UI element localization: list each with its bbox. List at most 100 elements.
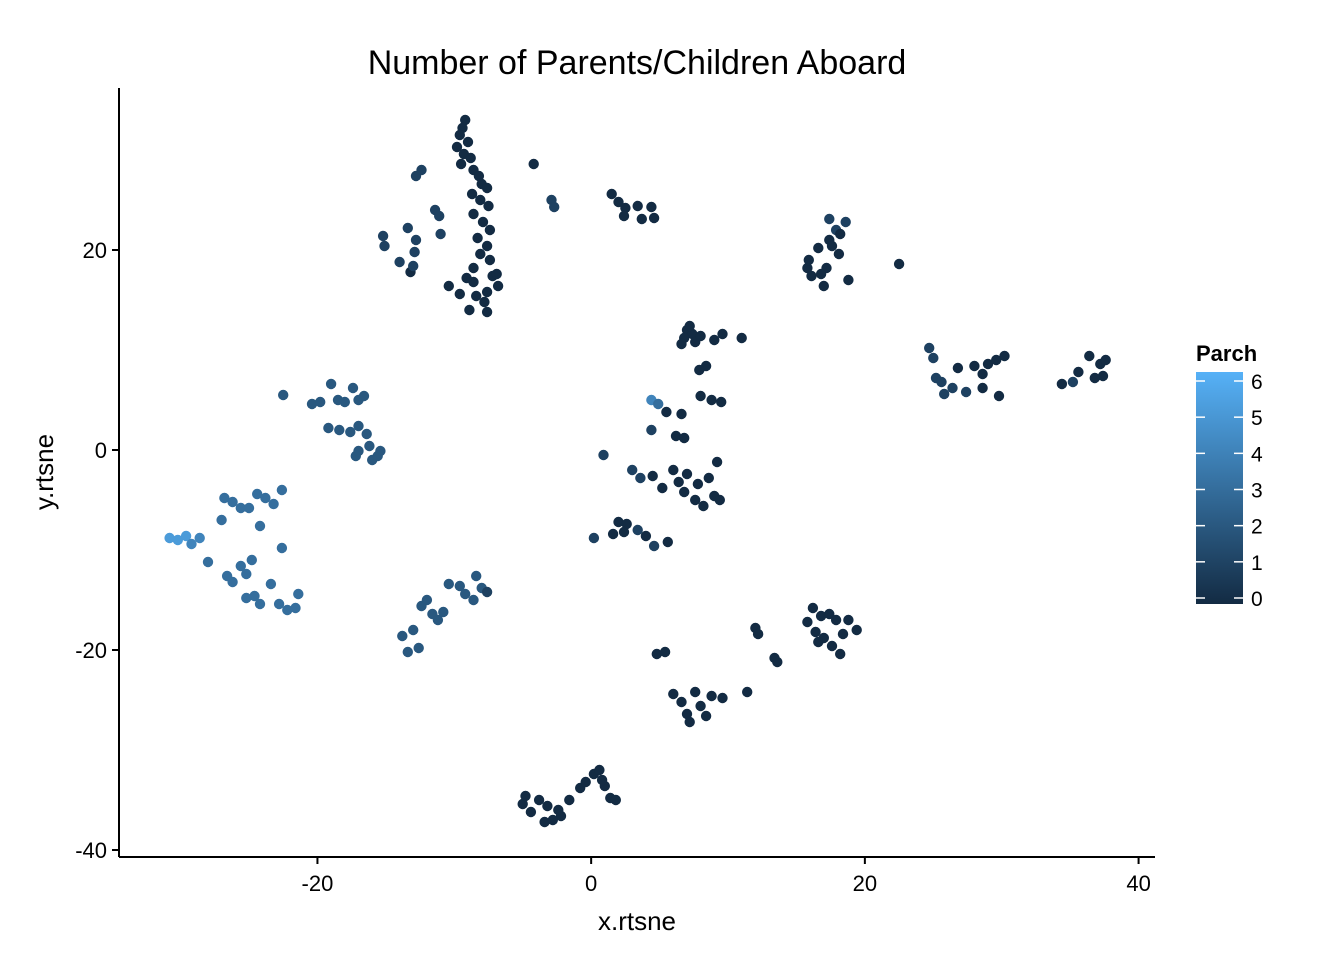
data-point [681,468,693,480]
data-point [635,472,646,484]
data-point [679,486,690,498]
data-point [703,472,714,484]
data-point [564,794,575,806]
data-point [278,389,289,401]
x-axis-title: x.rtsne [598,906,676,936]
data-point [802,262,813,274]
data-point [679,432,690,444]
data-point [243,502,255,514]
data-point [815,268,827,280]
data-point [460,114,471,126]
data-point [687,328,698,340]
x-tick-label: 40 [1126,871,1150,896]
data-point [235,560,246,572]
data-point [807,602,819,614]
data-point [676,408,687,420]
data-point [290,602,301,614]
data-point [824,608,835,620]
data-point [662,536,673,548]
data-point [706,394,717,406]
data-point [632,524,643,536]
legend-ticks: 0 1 2 3 4 5 6 [1196,371,1263,611]
data-point [361,428,372,440]
data-point [1084,350,1095,362]
data-point [803,254,814,266]
data-point [620,202,631,214]
data-point [315,396,326,408]
data-point [1067,376,1079,388]
data-point [484,254,496,266]
data-point [547,814,558,826]
data-point [695,700,706,712]
data-point [690,686,701,698]
data-point [410,234,422,246]
data-point [736,332,747,344]
data-point [681,708,693,720]
data-point [471,290,482,302]
data-point [517,798,528,810]
data-point [460,588,471,600]
data-point [334,424,345,436]
data-point [468,208,479,220]
data-point [684,320,695,332]
data-point [472,232,483,244]
x-tick-label: 20 [853,871,877,896]
data-point [353,445,364,457]
data-point [481,240,493,252]
data-point [525,806,537,818]
data-point [408,260,419,272]
data-point [252,488,263,500]
legend-tick-label: 2 [1251,516,1263,539]
data-point [462,136,474,148]
data-point [186,538,197,550]
data-point [647,470,658,482]
data-point [695,390,706,402]
data-point [325,378,337,390]
data-point [826,640,838,652]
data-point [481,586,493,598]
data-point [711,456,723,468]
data-point [466,188,478,200]
data-point [676,338,687,350]
data-point [851,624,862,636]
data-point [282,604,293,616]
y-tick-label: -40 [75,838,107,863]
data-point [714,494,725,506]
data-point [640,530,652,542]
legend-tick-label: 3 [1251,480,1263,503]
data-point [477,216,489,228]
data-point [434,210,445,222]
data-point [843,274,854,286]
data-point [533,794,545,806]
data-point [668,688,679,700]
y-tick-label: 0 [95,438,107,463]
data-point [837,628,849,640]
data-point [443,280,454,292]
data-point [580,776,591,788]
data-point [461,272,472,284]
data-point [690,494,701,506]
data-point [481,306,493,318]
data-point [345,426,356,438]
data-point [475,194,486,206]
data-point [618,210,630,222]
data-point [840,216,851,228]
data-point [742,686,753,698]
data-point [813,242,824,254]
data-point [542,800,553,812]
y-axis-ticks: -40 -20 0 20 [75,238,119,863]
data-point [648,540,660,552]
data-point [492,280,504,292]
data-point [454,288,465,300]
data-point [268,498,279,510]
data-point [241,568,252,580]
data-point [528,158,539,170]
data-point [670,430,682,442]
data-point [520,790,531,802]
data-point [936,376,947,388]
data-point [818,280,829,292]
data-point [347,382,359,394]
data-point [471,570,482,582]
data-point [618,526,630,538]
